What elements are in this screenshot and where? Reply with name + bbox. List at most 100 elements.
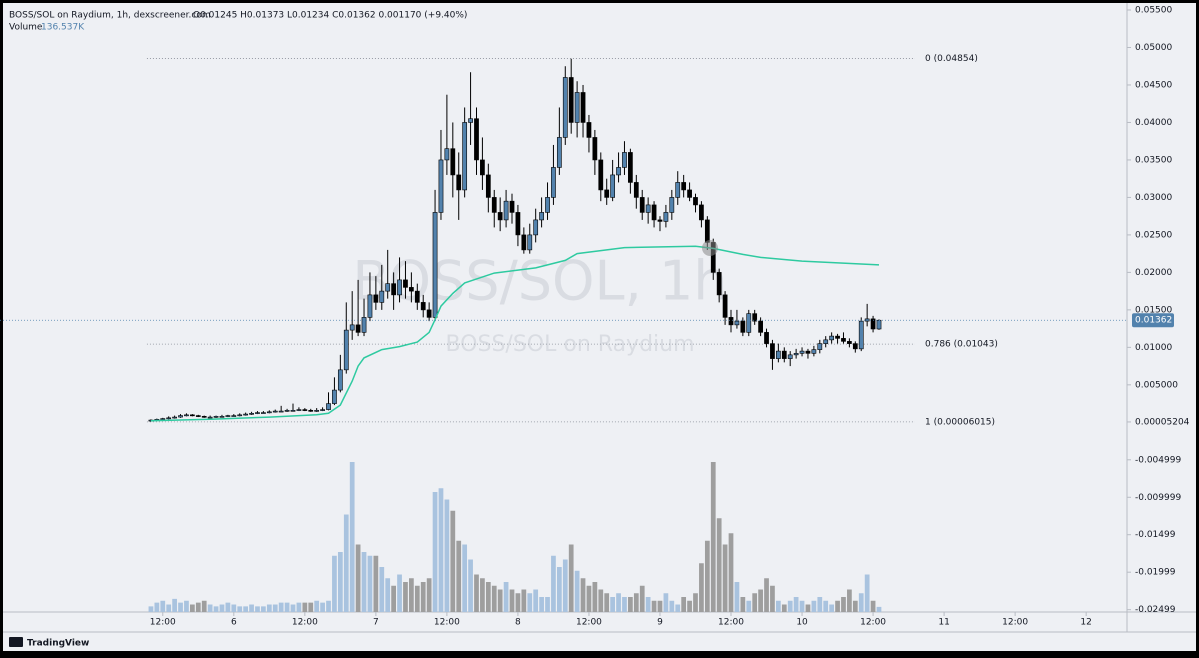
volume-bar xyxy=(574,570,580,612)
candle-body xyxy=(669,197,675,213)
candle-body xyxy=(326,403,331,410)
volume-bar xyxy=(432,492,438,612)
volume-bar xyxy=(598,589,604,612)
candle-body xyxy=(793,353,799,356)
candle-body xyxy=(752,313,758,322)
volume-bar xyxy=(261,606,266,612)
candle-body xyxy=(687,189,692,198)
x-tick-label: 12:00 xyxy=(718,618,744,628)
candle-body xyxy=(379,290,385,303)
candle-body xyxy=(201,416,207,418)
candle-body xyxy=(852,343,858,350)
candle-body xyxy=(829,335,835,341)
volume-bar xyxy=(308,602,314,612)
volume-bar xyxy=(491,585,497,612)
volume-bar xyxy=(699,563,704,612)
candle-body xyxy=(870,318,876,330)
volume-bar xyxy=(515,593,521,612)
fib-label: 0.786 (0.01043) xyxy=(925,340,998,350)
candle-body xyxy=(775,350,781,359)
volume-bar xyxy=(687,600,692,612)
candle-body xyxy=(290,410,296,412)
volume-bar xyxy=(876,606,882,612)
volume-bar xyxy=(847,589,852,612)
volume-bar xyxy=(722,544,728,612)
volume-bar xyxy=(255,606,260,612)
volume-bar xyxy=(764,578,769,612)
candle-body xyxy=(302,409,308,411)
volume-bar xyxy=(184,600,189,612)
tv-logo xyxy=(9,637,23,647)
volume-bar xyxy=(675,604,681,612)
x-tick-label: 11 xyxy=(938,618,949,628)
candle-body xyxy=(521,234,527,251)
candle-body xyxy=(432,212,438,318)
volume-bar xyxy=(272,604,278,612)
candle-body xyxy=(592,137,598,161)
last-price-label: 0.01362 xyxy=(1135,316,1172,326)
volume-bar xyxy=(527,593,533,612)
volume-bar xyxy=(480,578,485,612)
candle-body xyxy=(278,410,284,413)
volume-bar xyxy=(225,602,231,612)
candle-body xyxy=(184,414,189,417)
y-tick-label: -0.01499 xyxy=(1135,530,1176,540)
y-tick-label: -0.02499 xyxy=(1135,605,1176,615)
volume-bar xyxy=(639,585,645,612)
candle-body xyxy=(497,212,503,221)
candle-body xyxy=(876,319,882,330)
volume-bar xyxy=(485,582,491,612)
volume-bar xyxy=(610,597,615,612)
candle-body xyxy=(681,182,687,191)
candle-body xyxy=(604,189,610,198)
volume-label: Volume xyxy=(9,23,43,33)
y-tick-label: 0.005000 xyxy=(1135,380,1178,390)
legend-title: BOSS/SOL on Raydium, 1h, dexscreener.com xyxy=(9,11,211,21)
volume-bar xyxy=(858,593,864,612)
candle-body xyxy=(343,329,349,371)
candle-body xyxy=(219,416,225,418)
candle-body xyxy=(858,320,864,350)
candle-body xyxy=(284,410,290,412)
candle-body xyxy=(367,294,373,318)
volume-bar xyxy=(154,602,160,612)
candle-body xyxy=(527,234,533,251)
volume-bar xyxy=(367,555,373,612)
y-tick-label: -0.004999 xyxy=(1135,455,1181,465)
y-tick-label: 0.01000 xyxy=(1135,343,1172,353)
candle-body xyxy=(296,409,302,411)
volume-bar xyxy=(403,582,408,612)
x-tick-label: 12:00 xyxy=(434,618,460,628)
volume-bar xyxy=(420,582,426,612)
volume-bar xyxy=(651,600,657,612)
candle-body xyxy=(633,182,639,198)
candle-body xyxy=(409,287,414,292)
volume-bar xyxy=(414,585,420,612)
volume-bar xyxy=(385,578,391,612)
x-tick-label: 7 xyxy=(373,618,379,628)
volume-bar xyxy=(829,604,835,612)
volume-bar xyxy=(817,597,823,612)
volume-bar xyxy=(361,552,367,612)
volume-bar xyxy=(148,606,154,612)
x-tick-label: 6 xyxy=(231,618,237,628)
candle-body xyxy=(805,350,811,354)
volume-bar xyxy=(409,578,414,612)
volume-bar xyxy=(337,552,343,612)
volume-bar xyxy=(539,597,544,612)
candle-body xyxy=(509,200,515,213)
candle-body xyxy=(728,317,734,326)
candle-body xyxy=(420,302,426,311)
y-tick-label: -0.01999 xyxy=(1135,568,1176,578)
candle-body xyxy=(314,410,320,412)
candle-body xyxy=(391,283,396,296)
volume-bar xyxy=(562,559,568,612)
candle-body xyxy=(699,204,704,221)
volume-bar xyxy=(509,589,515,612)
moving-average xyxy=(150,245,880,422)
volume-bar xyxy=(326,600,331,612)
volume-bar xyxy=(551,555,556,612)
y-tick-label: -0.009999 xyxy=(1135,493,1181,503)
y-tick-label: 0.04000 xyxy=(1135,118,1172,128)
volume-bar xyxy=(314,600,320,612)
